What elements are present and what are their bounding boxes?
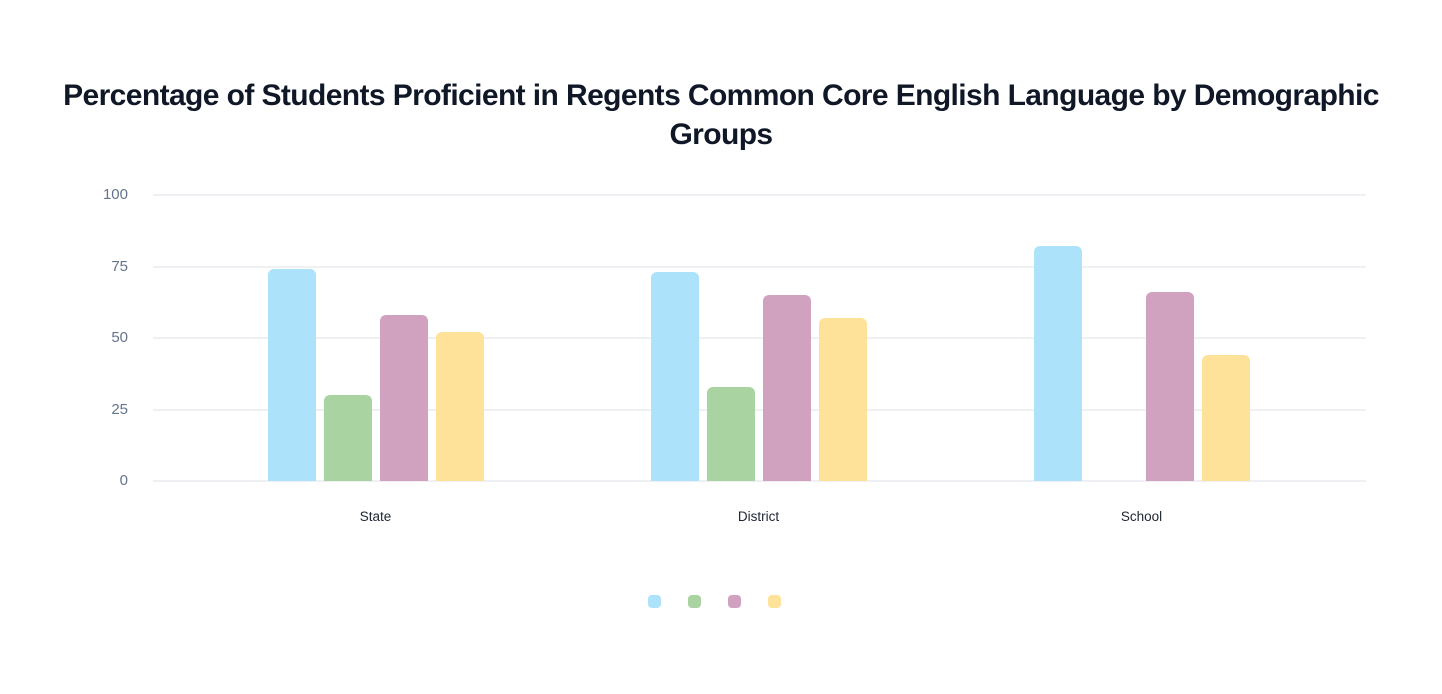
bar-blue-state[interactable] [267,269,316,481]
x-axis-category-label: District [737,509,780,524]
gridline [153,337,1366,339]
legend-swatch-yellow[interactable] [767,595,781,608]
bar-blue-district[interactable] [650,272,699,481]
bar-groups [184,195,1333,481]
bar-pink-school[interactable] [1145,292,1194,481]
y-axis: 0 25 50 75 100 [40,186,128,489]
y-axis-tick-label: 75 [111,257,128,275]
bar-pink-state[interactable] [379,315,428,481]
plot-area [153,194,1366,482]
bar-pink-district[interactable] [762,295,811,481]
bar-yellow-school[interactable] [1201,355,1250,481]
legend-swatch-green[interactable] [687,595,701,608]
y-axis-tick-label: 25 [111,400,128,418]
bar-yellow-state[interactable] [435,332,484,481]
bar-group-district [567,195,950,481]
y-axis-tick-label: 0 [119,472,128,489]
gridline [153,194,1366,196]
x-axis-category-label: School [1120,509,1163,524]
chart-title: Percentage of Students Proficient in Reg… [63,79,1379,151]
y-axis-tick-label: 100 [102,186,128,203]
bar-green-district[interactable] [706,386,755,481]
legend-swatch-blue[interactable] [647,595,661,608]
bar-green-state[interactable] [323,395,372,481]
bar-yellow-district[interactable] [818,317,867,481]
gridline [153,480,1366,482]
x-axis: State District School [184,508,1333,525]
bar-group-school [950,195,1333,481]
gridline [153,265,1366,268]
legend-swatch-pink[interactable] [727,595,741,608]
bar-blue-school[interactable] [1033,246,1082,481]
y-axis-tick-label: 50 [111,329,128,346]
bar-group-state [184,195,567,481]
gridline [153,408,1366,411]
x-axis-category-label: State [359,509,392,524]
legend [0,595,1435,608]
